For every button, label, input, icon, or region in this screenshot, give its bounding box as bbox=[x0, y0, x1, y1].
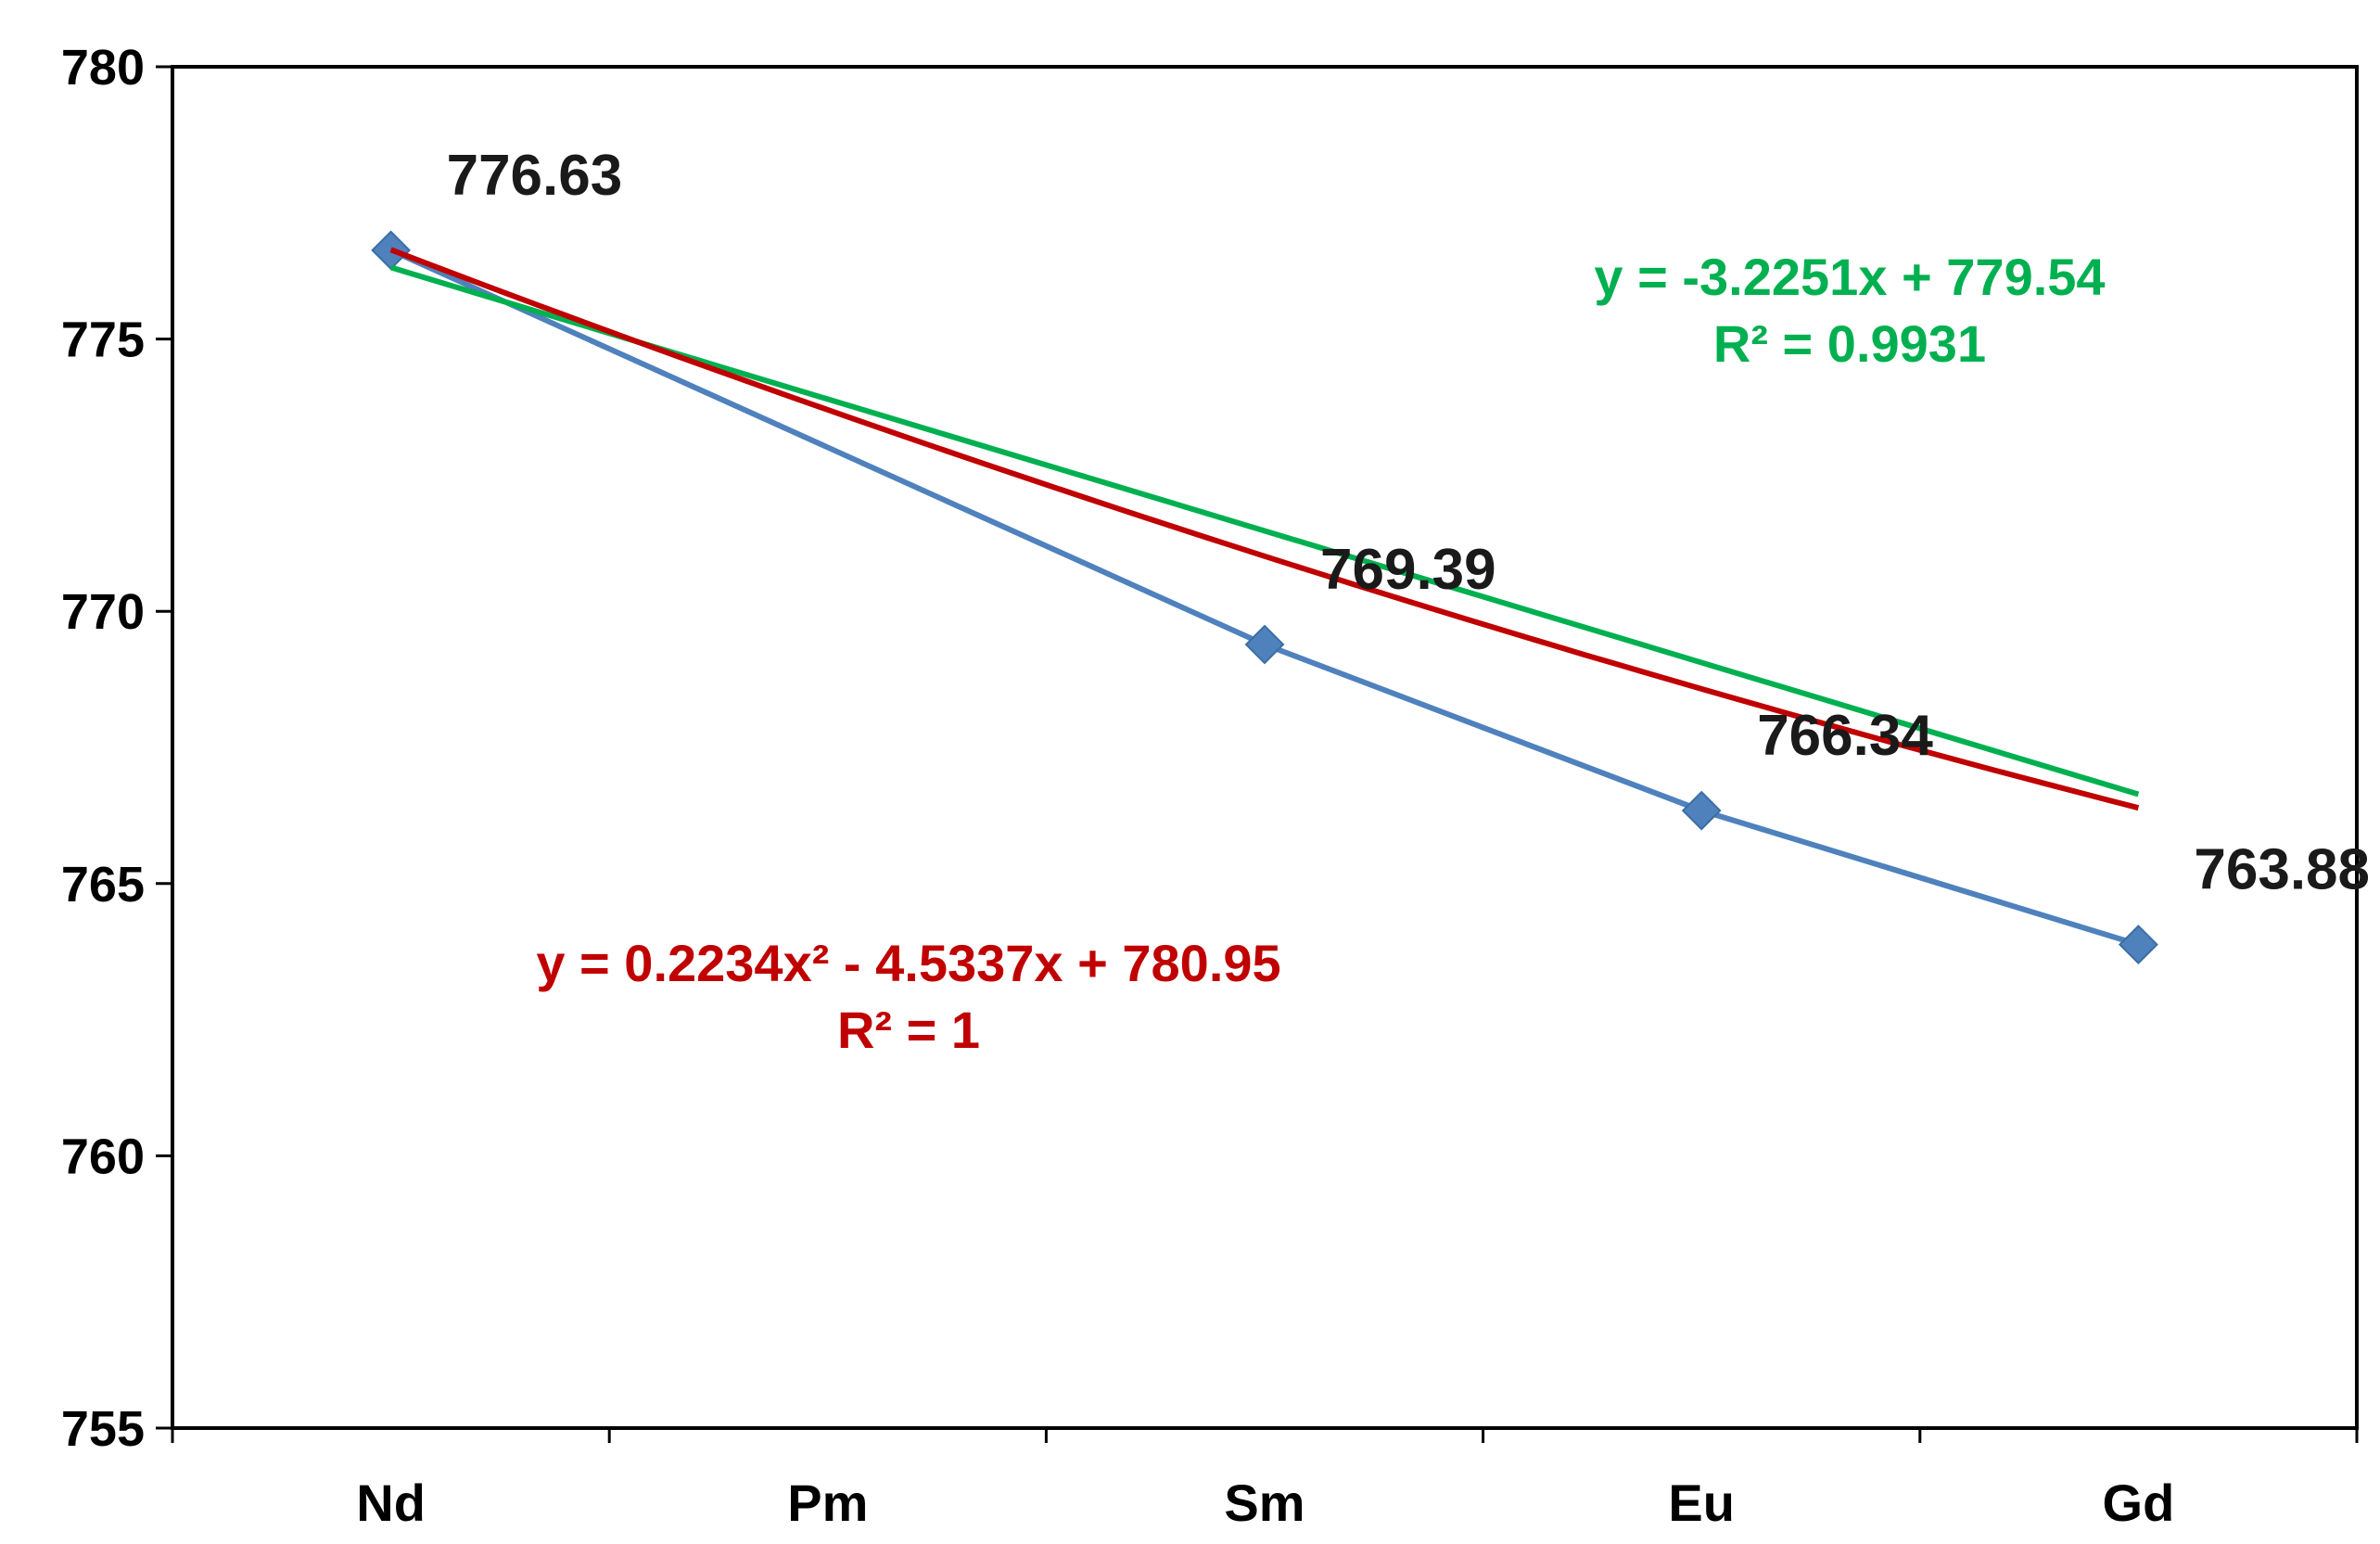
trendlines bbox=[389, 247, 2140, 811]
polynomial-trendline-equation: y = 0.2234x² - 4.5337x + 780.95 R² = 1 bbox=[536, 934, 1280, 1059]
x-axis: Nd Pm Sm Eu Gd bbox=[171, 1428, 2359, 1532]
data-point-marker bbox=[1681, 790, 1722, 831]
y-tick-label: 765 bbox=[61, 857, 145, 912]
linear-r2-text: R² = 0.9931 bbox=[1713, 314, 1986, 373]
data-labels: 776.63 769.39 766.34 763.88 bbox=[447, 144, 2370, 902]
x-tick-label: Nd bbox=[356, 1474, 426, 1532]
data-label: 776.63 bbox=[447, 144, 623, 208]
polynomial-r2-text: R² = 1 bbox=[837, 1001, 980, 1059]
data-point-marker bbox=[1244, 624, 1285, 665]
y-tick-label: 775 bbox=[61, 313, 145, 368]
linear-trendline-equation: y = -3.2251x + 779.54 R² = 0.9931 bbox=[1594, 248, 2105, 373]
data-label: 769.39 bbox=[1320, 538, 1496, 602]
polynomial-equation-text: y = 0.2234x² - 4.5337x + 780.95 bbox=[536, 934, 1280, 992]
x-tick-label: Gd bbox=[2103, 1474, 2175, 1532]
plot-area bbox=[171, 65, 2359, 1430]
y-tick-label: 755 bbox=[61, 1401, 145, 1457]
x-tick-label: Sm bbox=[1224, 1474, 1305, 1532]
y-tick-label: 760 bbox=[61, 1129, 145, 1184]
data-label: 763.88 bbox=[2194, 838, 2370, 902]
x-tick-label: Pm bbox=[787, 1474, 868, 1532]
x-tick-label: Eu bbox=[1668, 1474, 1735, 1532]
y-tick-label: 770 bbox=[61, 584, 145, 640]
data-label: 766.34 bbox=[1757, 704, 1933, 768]
linear-equation-text: y = -3.2251x + 779.54 bbox=[1594, 248, 2105, 306]
y-axis: 755 760 765 770 775 780 bbox=[61, 40, 172, 1457]
y-tick-label: 780 bbox=[61, 40, 145, 96]
polynomial-trendline bbox=[389, 247, 2140, 811]
series-line bbox=[389, 248, 2140, 948]
data-point-marker bbox=[2118, 925, 2158, 964]
